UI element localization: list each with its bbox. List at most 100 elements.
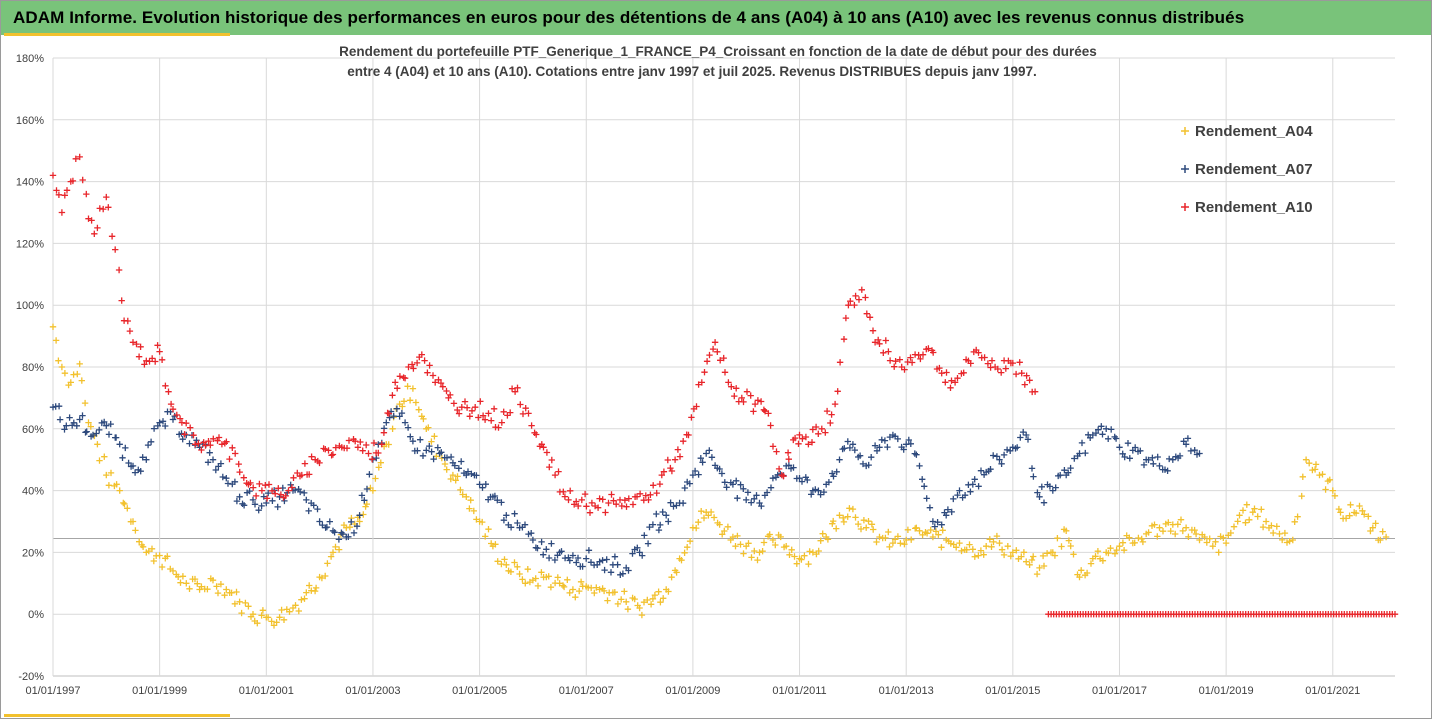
- data-point-a07: [950, 495, 957, 503]
- data-point-a10: [316, 459, 323, 467]
- legend-item-a10[interactable]: Rendement_A10: [1181, 199, 1313, 216]
- data-point-a10: [836, 359, 844, 366]
- data-point-a04: [756, 549, 763, 556]
- data-point-a04: [1251, 505, 1258, 512]
- data-point-a10: [863, 310, 870, 317]
- data-point-a07: [790, 464, 797, 471]
- data-point-a04: [623, 598, 630, 605]
- data-point-a07: [849, 441, 857, 448]
- data-point-a04: [466, 505, 473, 512]
- data-point-a10: [450, 400, 458, 407]
- data-point-a07: [1057, 472, 1064, 479]
- data-point-a07: [468, 470, 475, 477]
- page-title: ADAM Informe. Evolution historique des p…: [13, 8, 1245, 27]
- data-point-a04: [1156, 524, 1163, 531]
- data-point-a04: [186, 585, 193, 592]
- data-point-a07: [1020, 428, 1027, 436]
- data-point-a10: [424, 369, 431, 376]
- legend-item-a04[interactable]: Rendement_A04: [1181, 123, 1313, 140]
- data-point-a10: [775, 465, 783, 473]
- data-point-a04: [614, 600, 622, 608]
- data-point-a04: [254, 620, 261, 627]
- legend[interactable]: Rendement_A04 Rendement_A07 Rendement_A10: [1181, 123, 1313, 216]
- data-point-a04: [913, 524, 920, 531]
- data-point-a10: [108, 233, 116, 240]
- data-point-a10: [812, 423, 820, 431]
- data-point-a10: [750, 408, 757, 415]
- data-point-a07: [667, 499, 674, 506]
- data-point-a07: [1076, 450, 1083, 457]
- data-point-a10: [135, 353, 143, 360]
- data-point-a10: [55, 191, 63, 198]
- data-point-a10: [586, 509, 594, 516]
- data-point-a04: [1220, 534, 1227, 541]
- data-point-a07: [881, 437, 889, 444]
- data-point-a10: [352, 438, 359, 445]
- data-point-a04: [1131, 539, 1138, 546]
- data-point-a10: [421, 357, 428, 364]
- data-point-a04: [1092, 553, 1099, 560]
- data-point-a07: [1082, 449, 1089, 457]
- data-point-a04: [443, 466, 450, 473]
- data-point-a07: [938, 521, 945, 528]
- data-point-a07: [265, 489, 272, 497]
- data-point-a10: [103, 193, 110, 201]
- data-point-a10: [578, 496, 585, 504]
- data-point-a07: [1007, 447, 1014, 454]
- x-tick-label: 01/01/2021: [1305, 685, 1360, 697]
- data-point-a04: [1319, 471, 1326, 478]
- data-point-a10: [394, 385, 401, 392]
- data-point-a07: [663, 512, 670, 519]
- data-point-a07: [428, 448, 435, 455]
- data-point-a07: [931, 523, 938, 530]
- data-point-a04: [447, 475, 454, 483]
- data-point-a04: [1372, 520, 1379, 527]
- data-point-a10: [83, 190, 90, 198]
- data-point-a07: [154, 422, 161, 430]
- data-point-a07: [479, 484, 486, 491]
- legend-item-a07[interactable]: Rendement_A07: [1181, 161, 1313, 178]
- data-point-a04: [929, 533, 937, 541]
- data-point-a07: [653, 510, 660, 518]
- data-point-a07: [825, 479, 833, 486]
- data-point-a10: [149, 355, 156, 362]
- data-point-a04: [1043, 550, 1051, 557]
- data-point-a10: [250, 484, 257, 491]
- data-point-a07: [1166, 455, 1173, 463]
- data-point-a10: [190, 432, 197, 439]
- data-point-a04: [576, 587, 583, 595]
- data-point-a10: [862, 294, 869, 301]
- x-tick-label: 01/01/2003: [345, 685, 400, 697]
- data-point-a07: [808, 491, 815, 498]
- data-point-a04: [191, 575, 199, 583]
- data-point-a07: [1024, 436, 1032, 443]
- data-point-a07: [844, 438, 851, 445]
- data-point-a04: [139, 543, 147, 550]
- data-point-a04: [660, 595, 667, 602]
- data-point-a10: [942, 379, 949, 386]
- data-point-a07: [310, 502, 317, 509]
- data-point-a10: [229, 444, 236, 451]
- data-point-a10: [847, 298, 854, 305]
- data-point-a04: [214, 589, 222, 597]
- data-point-a04: [312, 584, 320, 592]
- data-point-a04: [1249, 509, 1256, 516]
- data-point-a04: [238, 609, 245, 617]
- data-point-a10: [688, 414, 695, 421]
- data-point-a07: [758, 502, 765, 510]
- data-point-a10: [548, 456, 555, 464]
- data-point-a04: [1078, 567, 1085, 574]
- data-point-a04: [1230, 523, 1238, 530]
- data-point-a10: [1021, 381, 1028, 388]
- data-point-a04: [1206, 535, 1213, 542]
- data-point-a10: [658, 471, 665, 479]
- data-point-a07: [529, 536, 537, 544]
- data-point-a10: [481, 416, 489, 423]
- data-point-a04: [1113, 546, 1120, 554]
- data-point-a04: [644, 596, 651, 604]
- data-point-a07: [233, 497, 241, 505]
- data-point-a04: [577, 578, 585, 585]
- data-point-a04: [873, 538, 880, 546]
- data-point-a07: [79, 412, 86, 419]
- data-point-a07: [599, 557, 606, 564]
